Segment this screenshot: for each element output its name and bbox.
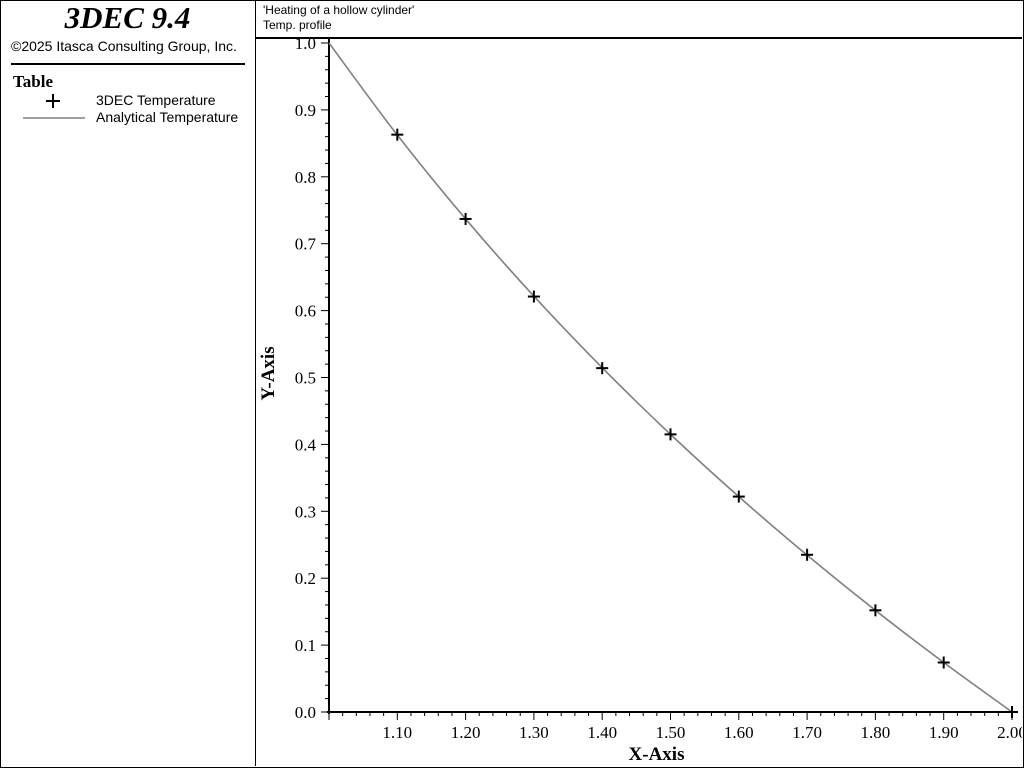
app-title: 3DEC 9.4 bbox=[64, 0, 191, 35]
line-marker-icon bbox=[23, 117, 85, 119]
y-tick-label: 0.8 bbox=[295, 168, 316, 187]
temperature-data-point bbox=[391, 128, 404, 141]
legend-item-analytical-temperature: Analytical Temperature bbox=[96, 109, 239, 125]
x-tick-label: 1.50 bbox=[656, 723, 686, 742]
temperature-data-point bbox=[937, 656, 950, 669]
legend-item-3dec-temperature: 3DEC Temperature bbox=[96, 92, 216, 108]
temperature-data-point bbox=[801, 548, 814, 561]
plot-header: 'Heating of a hollow cylinder' Temp. pro… bbox=[256, 0, 1022, 39]
x-tick-label: 1.40 bbox=[587, 723, 617, 742]
x-axis-title: X-Axis bbox=[629, 744, 685, 765]
x-tick-label: 1.70 bbox=[792, 723, 822, 742]
temperature-data-point bbox=[732, 490, 745, 503]
legend-divider bbox=[11, 63, 245, 65]
y-axis-title: Y-Axis bbox=[258, 346, 279, 400]
temperature-data-point bbox=[459, 212, 472, 225]
plot-subtitle: Temp. profile bbox=[263, 18, 332, 32]
x-tick-label: 1.20 bbox=[451, 723, 481, 742]
temperature-data-point bbox=[664, 428, 677, 441]
temperature-data-point bbox=[1006, 706, 1018, 718]
y-tick-label: 0.0 bbox=[295, 703, 316, 722]
y-tick-label: 1.0 bbox=[295, 39, 316, 53]
y-tick-label: 0.1 bbox=[295, 636, 316, 655]
y-tick-label: 0.7 bbox=[295, 235, 317, 254]
x-tick-label: 1.60 bbox=[724, 723, 754, 742]
y-tick-label: 0.6 bbox=[295, 302, 316, 321]
temperature-data-point bbox=[527, 290, 540, 303]
x-tick-label: 2.00 bbox=[997, 723, 1022, 742]
y-tick-label: 0.3 bbox=[295, 502, 316, 521]
temperature-data-point bbox=[869, 604, 882, 617]
legend-panel: 3DEC 9.4 ©2025 Itasca Consulting Group, … bbox=[0, 0, 256, 766]
y-tick-label: 0.2 bbox=[295, 569, 316, 588]
x-tick-label: 1.80 bbox=[861, 723, 891, 742]
legend-heading: Table bbox=[13, 72, 54, 91]
y-tick-label: 0.4 bbox=[295, 435, 317, 454]
plot-title: 'Heating of a hollow cylinder' bbox=[263, 3, 415, 17]
temperature-data-point bbox=[596, 362, 609, 375]
y-tick-label: 0.5 bbox=[295, 369, 316, 388]
plus-marker-icon bbox=[46, 94, 60, 108]
x-tick-label: 1.30 bbox=[519, 723, 549, 742]
y-tick-label: 0.9 bbox=[295, 101, 316, 120]
chart-plot: 0.0 0.1 0.2 0.3 0.4 0.5 0.6 0.7 0.8 0.9 1.0 1.10 1.2… bbox=[258, 39, 1022, 765]
copyright-text: ©2025 Itasca Consulting Group, Inc. bbox=[11, 38, 237, 54]
x-tick-label: 1.10 bbox=[382, 723, 412, 742]
x-tick-label: 1.90 bbox=[929, 723, 959, 742]
analytical-temperature-line bbox=[328, 42, 1013, 713]
